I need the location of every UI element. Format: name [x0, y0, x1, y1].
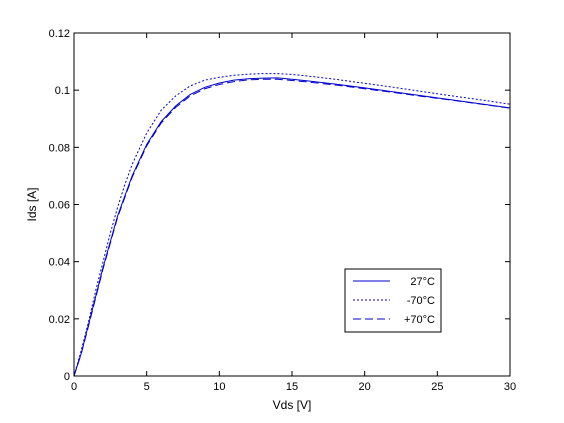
x-tick-label: 0 [71, 381, 77, 393]
legend: 27°C -70°C +70°C [344, 268, 442, 333]
x-tick-label: 5 [144, 381, 150, 393]
series-line-1 [73, 73, 511, 377]
plot-area [74, 33, 510, 376]
series-layer [73, 73, 511, 377]
y-tick-label: 0 [64, 371, 70, 383]
x-axis-label: Vds [V] [273, 398, 312, 412]
y-tick-label: 0.06 [49, 200, 70, 212]
y-tick-label: 0.1 [55, 85, 70, 97]
y-axis-label: Ids [A] [25, 187, 39, 221]
y-tick-label: 0.08 [49, 142, 70, 154]
y-tick-label: 0.02 [49, 314, 70, 326]
x-tick-label: 25 [431, 381, 443, 393]
y-tick-label: 0.04 [49, 257, 70, 269]
x-tick-label: 10 [213, 381, 225, 393]
y-tick-label: 0.12 [49, 28, 70, 40]
legend-label-2: +70°C [404, 314, 435, 326]
legend-label-0: 27°C [410, 276, 435, 288]
x-tick-label: 20 [359, 381, 371, 393]
legend-label-1: -70°C [407, 295, 435, 307]
x-tick-label: 30 [504, 381, 516, 393]
series-line-2 [73, 78, 511, 377]
ticks-layer: 0 5 10 15 20 25 30 0 0.02 0.04 0.06 0.08 0.1 0.12 [49, 28, 517, 393]
x-tick-label: 15 [286, 381, 298, 393]
